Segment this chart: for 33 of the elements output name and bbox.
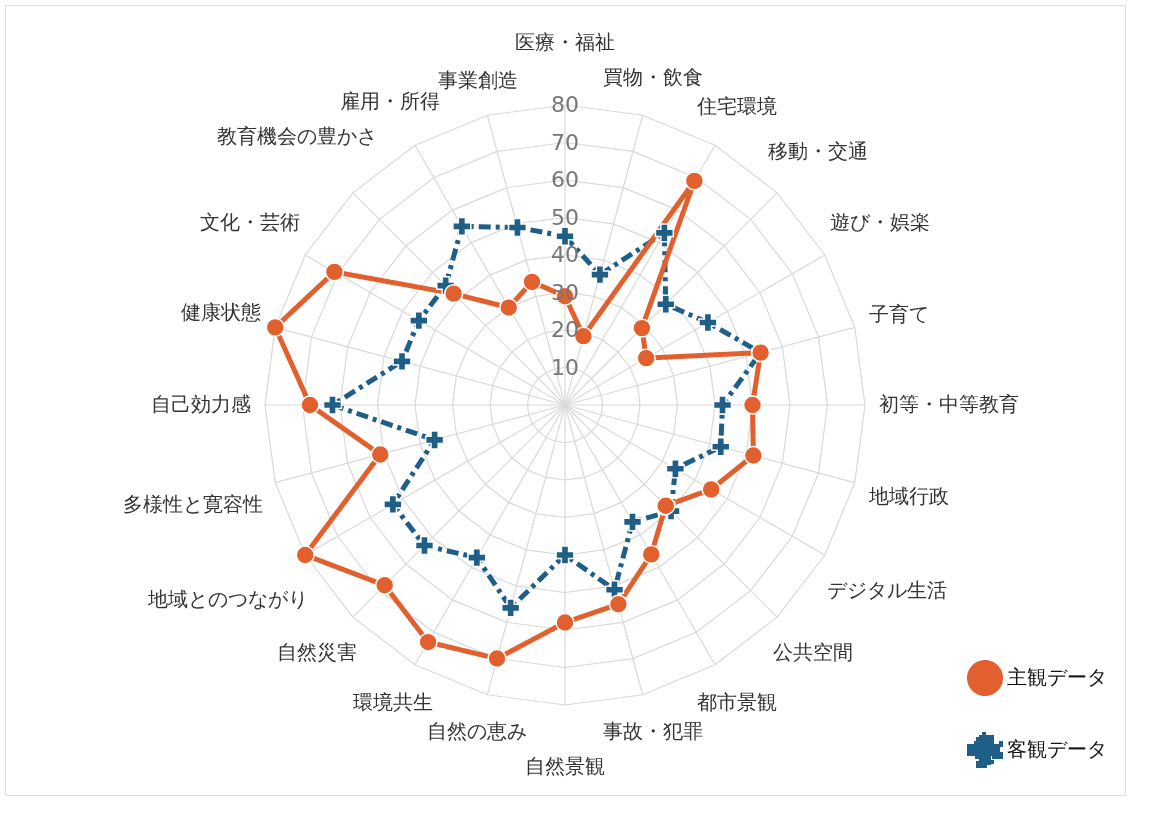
spoke-label: 自己効力感 xyxy=(151,392,251,416)
y-tick-label: 20 xyxy=(551,317,579,342)
y-tick-label: 10 xyxy=(551,354,579,380)
spoke-label: 地域行政 xyxy=(867,484,949,509)
spoke-label: 移動・交通 xyxy=(768,138,869,163)
spoke-label: 住宅環境 xyxy=(696,93,778,118)
spoke-label: デジタル生活 xyxy=(827,577,948,602)
spoke-label: 医療・福祉 xyxy=(515,30,615,54)
y-tick-label: 60 xyxy=(551,167,579,192)
spoke-label: 多様性と寛容性 xyxy=(123,491,264,516)
spoke-label: 子育て xyxy=(869,302,930,327)
spoke-label: 事業創造 xyxy=(438,67,519,92)
y-tick-label: 80 xyxy=(551,92,579,117)
spoke-label: 環境共生 xyxy=(352,690,433,715)
spoke-label: 雇用・所得 xyxy=(340,89,441,114)
spoke-label: 初等・中等教育 xyxy=(879,392,1019,416)
spoke-label: 地域とのつながり xyxy=(146,586,308,611)
spoke-label: 教育機会の豊かさ xyxy=(216,123,377,148)
spoke-label: 買物・飲食 xyxy=(602,65,703,89)
spoke-label: 事故・犯罪 xyxy=(602,719,703,743)
spoke-label: 公共空間 xyxy=(773,640,854,665)
legend-label: 客観データ xyxy=(1007,737,1107,761)
y-tick-label: 40 xyxy=(551,242,579,267)
y-tick-label: 70 xyxy=(551,129,579,155)
spoke-label: 文化・芸術 xyxy=(200,210,301,235)
y-tick-label: 50 xyxy=(551,204,579,230)
legend-label: 主観データ xyxy=(1007,665,1107,689)
spoke-label: 自然の恵み xyxy=(427,719,528,743)
spoke-label: 都市景観 xyxy=(697,690,778,715)
spoke-label: 自然災害 xyxy=(276,640,357,665)
spoke-label: 自然景観 xyxy=(525,754,605,778)
spoke-label: 遊び・娯楽 xyxy=(829,210,930,235)
spoke-label: 健康状態 xyxy=(181,299,262,324)
